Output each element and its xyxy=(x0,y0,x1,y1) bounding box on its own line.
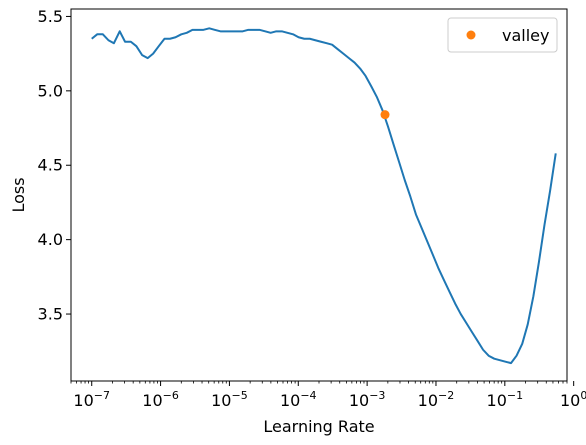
legend-marker-valley xyxy=(466,30,476,40)
x-tick-label: 10−2 xyxy=(418,389,455,410)
legend-box xyxy=(447,17,558,53)
x-axis-label: Learning Rate xyxy=(263,417,374,436)
x-tick-label: 10−7 xyxy=(73,389,110,410)
x-tick-label: 100 xyxy=(560,389,586,410)
y-tick-label: 4.0 xyxy=(38,230,63,249)
x-tick-label: 10−3 xyxy=(349,389,386,410)
x-tick-label: 10−1 xyxy=(487,389,524,410)
marker-valley xyxy=(380,110,390,120)
y-tick-label: 5.5 xyxy=(38,7,63,26)
axes-group: 3.5 4.0 4.5 5.0 5.5 10−7 10−6 10−5 10−4 10−3 10−2 1… xyxy=(38,7,586,410)
y-tick-label: 5.0 xyxy=(38,81,63,100)
plot-content xyxy=(91,27,557,365)
legend-label-valley: valley xyxy=(502,26,549,45)
x-tick-label: 10−6 xyxy=(142,389,179,410)
y-tick-label: 4.5 xyxy=(38,156,63,175)
series-line-0 xyxy=(91,27,557,365)
x-tick-label: 10−4 xyxy=(280,389,317,410)
y-tick-label: 3.5 xyxy=(38,305,63,324)
y-axis-label: Loss xyxy=(9,177,28,212)
legend: valley xyxy=(447,17,558,53)
x-tick-label: 10−5 xyxy=(211,389,248,410)
